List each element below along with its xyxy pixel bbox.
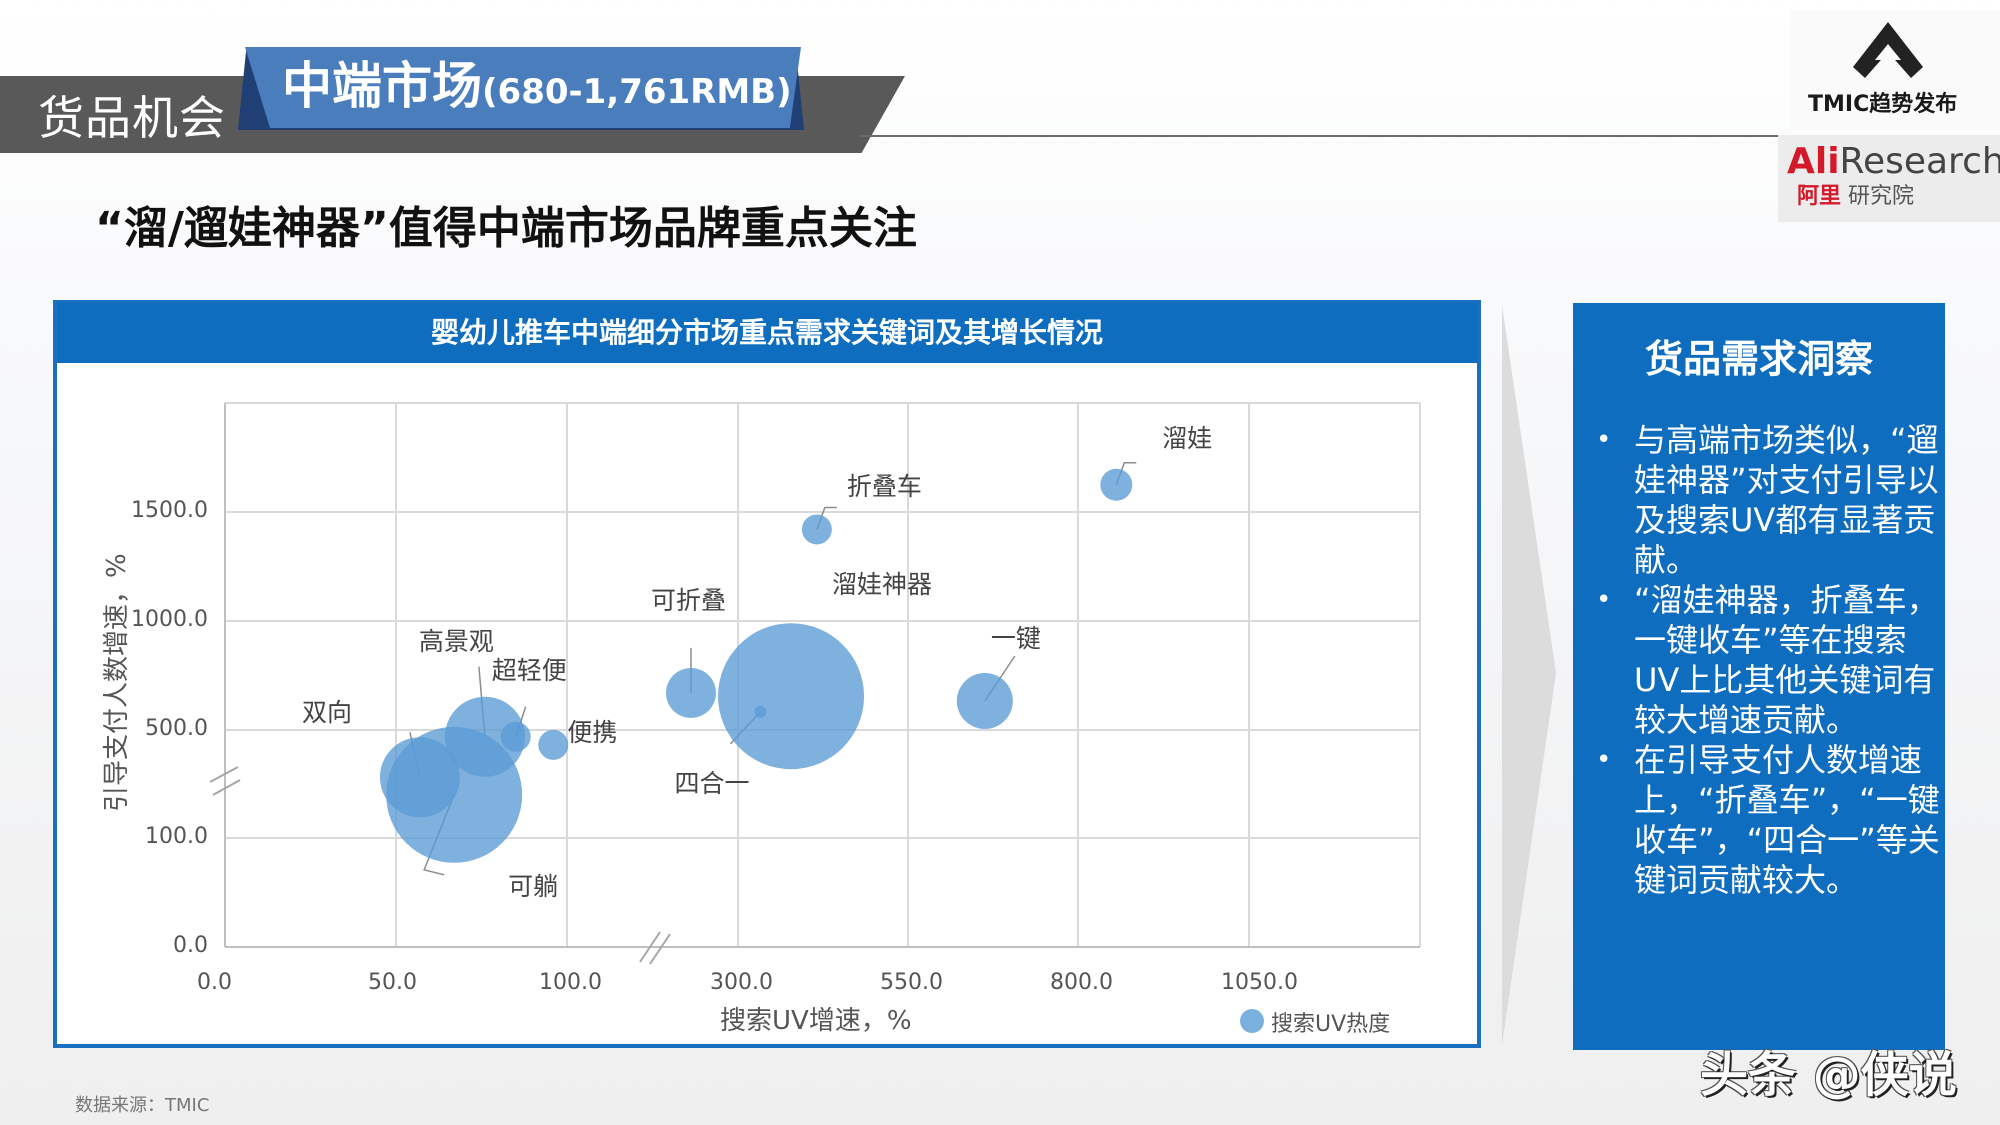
bubble-label: 便携 xyxy=(567,717,618,747)
insight-item: • “溜娃神器，折叠车，一键收车”等在搜索UV上比其他关键词有较大增速贡献。 xyxy=(1590,580,1940,740)
ali-cn-prefix: 阿里 xyxy=(1797,184,1842,209)
x-tick-label: 800.0 xyxy=(1050,970,1113,995)
bubble-label: 折叠车 xyxy=(846,472,922,502)
x-tick-label: 50.0 xyxy=(368,970,417,995)
section-label: 货品机会 xyxy=(38,91,226,145)
x-tick-label: 300.0 xyxy=(710,970,773,995)
legend-label: 搜索UV热度 xyxy=(1271,1012,1391,1037)
bubble-point xyxy=(1100,468,1133,501)
bubble-label: 可折叠 xyxy=(650,585,726,615)
bubble-label: 可躺 xyxy=(508,871,559,901)
insight-text: 与高端市场类似，“遛娃神器”对支付引导以及搜索UV都有显著贡献。 xyxy=(1634,421,1939,579)
tab-title-main: 中端市场 xyxy=(282,57,482,115)
insight-list: • 与高端市场类似，“遛娃神器”对支付引导以及搜索UV都有显著贡献。 • “溜娃神器… xyxy=(1590,420,1940,900)
tmic-logo-text: TMIC趋势发布 xyxy=(1808,92,1958,117)
aliresearch-logo-box xyxy=(1778,135,2000,222)
bubble-label: 四合一 xyxy=(674,768,750,798)
chart-title-bar xyxy=(57,303,1477,363)
ali-cn-suffix: 研究院 xyxy=(1848,184,1915,209)
y-tick-label: 1000.0 xyxy=(131,607,208,632)
insight-text: “溜娃神器，折叠车，一键收车”等在搜索UV上比其他关键词有较大增速贡献。 xyxy=(1634,581,1939,739)
bubble-label: 双向 xyxy=(301,698,352,728)
bubble-point xyxy=(801,514,832,545)
bullet-icon: • xyxy=(1596,585,1612,615)
page-headline: “溜/遛娃神器”值得中端市场品牌重点关注 xyxy=(95,203,917,254)
insight-title: 货品需求洞察 xyxy=(1644,337,1873,381)
title-tab xyxy=(245,47,801,128)
chart-title: 婴幼儿推车中端细分市场重点需求关键词及其增长情况 xyxy=(430,316,1103,349)
bubble-point xyxy=(665,667,716,718)
bullet-icon: • xyxy=(1596,425,1612,455)
x-axis-label: 搜索UV增速，% xyxy=(720,1006,912,1036)
data-source-note: 数据来源：TMIC xyxy=(75,1095,210,1116)
bubble-series xyxy=(379,468,1133,863)
bubble-point xyxy=(956,673,1013,730)
tmic-arrow-logo-icon xyxy=(1853,22,1923,80)
bubble-point xyxy=(718,623,865,770)
y-tick-label: 0.0 xyxy=(173,933,208,958)
insight-text: 在引导支付人数增速上，“折叠车”，“一键收车”，“四合一”等关键词贡献较大。 xyxy=(1634,741,1940,899)
x-tick-label: 550.0 xyxy=(880,970,943,995)
bullet-icon: • xyxy=(1596,745,1612,775)
bubble-label: 一键 xyxy=(990,624,1041,653)
y-tick-label: 1500.0 xyxy=(131,498,208,523)
bubble-point xyxy=(500,721,531,752)
legend-marker-icon xyxy=(1240,1009,1264,1033)
bubble-point xyxy=(754,705,767,718)
y-axis-label: 引导支付人数增速，% xyxy=(102,553,132,812)
bubble-point xyxy=(538,729,569,760)
bubble-point xyxy=(379,737,460,818)
x-tick-label: 0.0 xyxy=(197,970,232,995)
x-tick-label: 1050.0 xyxy=(1221,970,1298,995)
tab-title-range: (680-1,761RMB) xyxy=(482,72,792,112)
ali-prefix: Ali xyxy=(1787,141,1840,182)
bubble-label: 高景观 xyxy=(418,626,494,656)
watermark: 头条 @侠说 xyxy=(1700,1047,1957,1103)
insight-item: • 与高端市场类似，“遛娃神器”对支付引导以及搜索UV都有显著贡献。 xyxy=(1590,420,1940,580)
bubble-label: 超轻便 xyxy=(491,655,567,685)
chevron-right-separator-icon xyxy=(1502,305,1556,1045)
bubble-label: 溜娃神器 xyxy=(832,570,933,600)
aliresearch-logo-en: AliResearch xyxy=(1787,140,2000,184)
chart-axes xyxy=(224,403,1420,948)
tmic-logo-box xyxy=(1790,10,2000,130)
bubble-label: 溜娃 xyxy=(1162,423,1213,453)
bubble-point xyxy=(444,696,525,777)
x-tick-label: 100.0 xyxy=(539,970,602,995)
tab-title: 中端市场(680-1,761RMB) xyxy=(282,52,792,132)
research-suffix: Research xyxy=(1839,141,2000,182)
y-tick-label: 100.0 xyxy=(145,824,208,849)
y-tick-label: 500.0 xyxy=(145,716,208,741)
aliresearch-logo-cn: 阿里 研究院 xyxy=(1797,178,1914,210)
insight-panel xyxy=(1573,303,1945,1050)
header-divider-line xyxy=(860,135,1780,137)
axis-break-marks xyxy=(209,766,671,965)
insight-item: • 在引导支付人数增速上，“折叠车”，“一键收车”，“四合一”等关键词贡献较大。 xyxy=(1590,740,1940,900)
